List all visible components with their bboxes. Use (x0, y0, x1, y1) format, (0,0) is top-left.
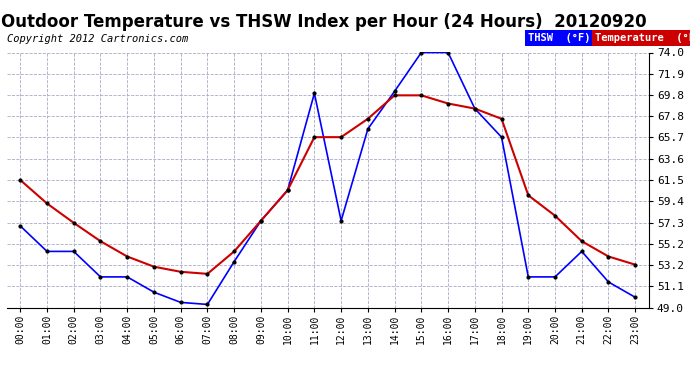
Text: Temperature  (°F): Temperature (°F) (595, 33, 690, 43)
Text: THSW  (°F): THSW (°F) (528, 33, 591, 43)
Text: Copyright 2012 Cartronics.com: Copyright 2012 Cartronics.com (7, 34, 188, 44)
Text: Outdoor Temperature vs THSW Index per Hour (24 Hours)  20120920: Outdoor Temperature vs THSW Index per Ho… (1, 13, 647, 31)
